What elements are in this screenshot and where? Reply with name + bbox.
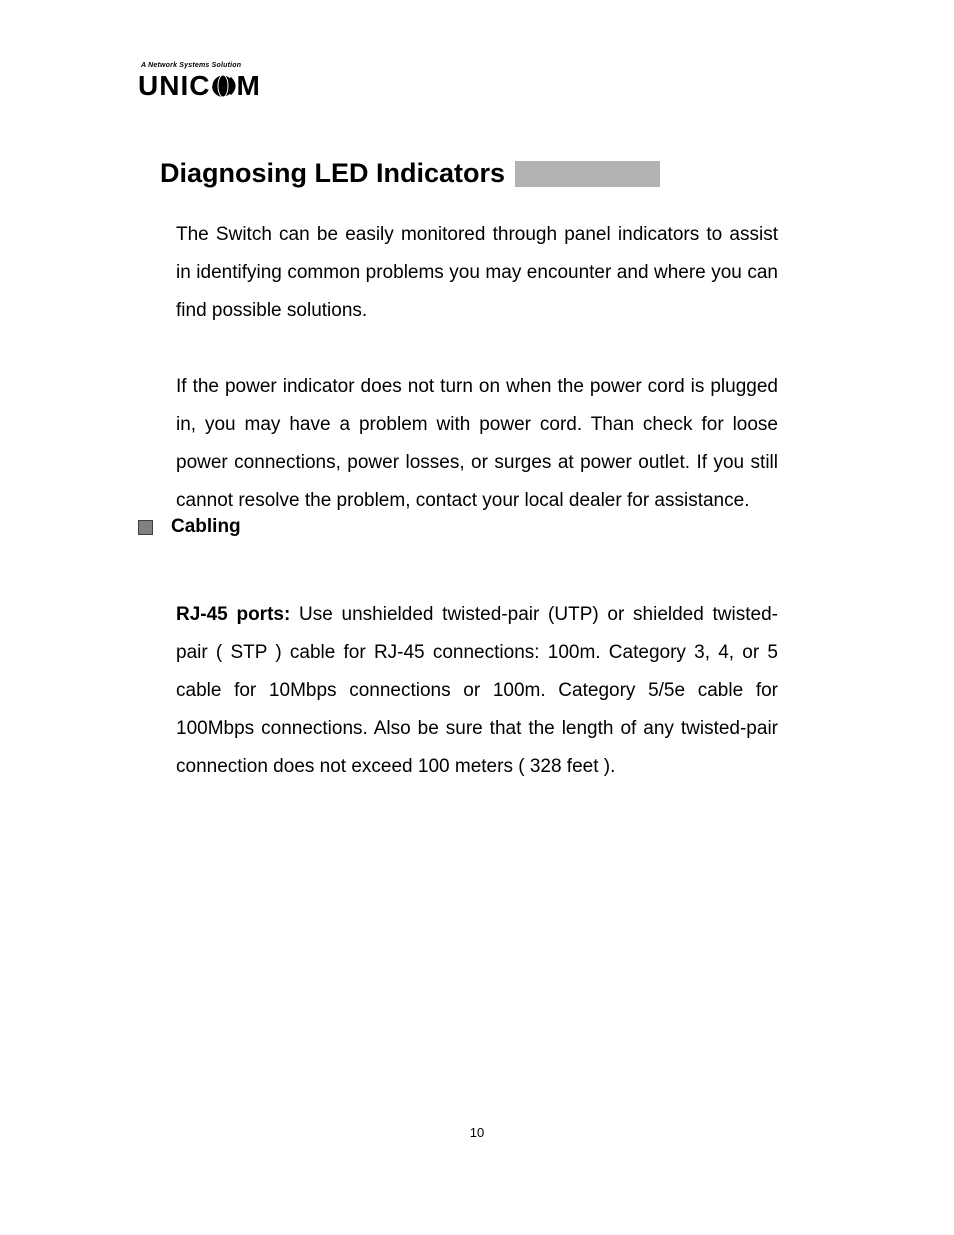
paragraph-rj45: RJ-45 ports: Use unshielded twisted-pair… <box>176 596 778 786</box>
section-heading: Diagnosing LED Indicators <box>160 158 505 189</box>
paragraph-intro: The Switch can be easily monitored throu… <box>176 216 778 330</box>
heading-accent-bar <box>515 161 660 187</box>
rj45-text: Use unshielded twisted-pair (UTP) or shi… <box>176 604 778 777</box>
document-page: A Network Systems Solution UNIC M Diagnos… <box>0 0 954 1235</box>
globe-icon <box>210 73 236 99</box>
square-bullet-icon <box>138 520 153 535</box>
page-number: 10 <box>0 1125 954 1140</box>
rj45-label: RJ-45 ports: <box>176 604 299 625</box>
body-text-block-1: The Switch can be easily monitored throu… <box>176 216 778 520</box>
logo-tagline: A Network Systems Solution <box>141 62 241 69</box>
logo-suffix: M <box>236 70 260 101</box>
subheading-cabling: Cabling <box>171 516 241 538</box>
paragraph-power: If the power indicator does not turn on … <box>176 368 778 520</box>
logo-prefix: UNIC <box>138 70 210 101</box>
body-text-block-2: RJ-45 ports: Use unshielded twisted-pair… <box>176 596 778 786</box>
section-heading-row: Diagnosing LED Indicators <box>160 158 816 189</box>
subheading-row: Cabling <box>138 516 241 538</box>
logo-wordmark: UNIC M <box>138 72 261 100</box>
brand-logo: A Network Systems Solution UNIC M <box>138 62 278 112</box>
